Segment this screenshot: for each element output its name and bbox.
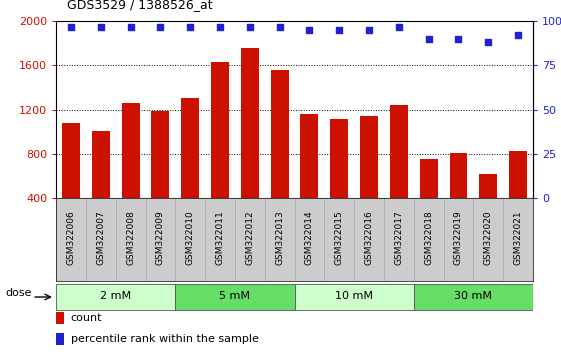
Text: 10 mM: 10 mM bbox=[335, 291, 373, 301]
Text: GSM322021: GSM322021 bbox=[513, 211, 522, 266]
Point bbox=[96, 24, 105, 29]
Bar bbox=[270, 70, 288, 242]
Text: GDS3529 / 1388526_at: GDS3529 / 1388526_at bbox=[67, 0, 213, 11]
Bar bbox=[241, 48, 259, 242]
Bar bbox=[122, 103, 140, 242]
Point bbox=[126, 24, 135, 29]
Text: 2 mM: 2 mM bbox=[100, 291, 131, 301]
Text: GSM322018: GSM322018 bbox=[424, 211, 433, 266]
Point bbox=[454, 36, 463, 42]
Bar bbox=[479, 174, 497, 242]
Text: GSM322008: GSM322008 bbox=[126, 211, 135, 266]
Text: GSM322009: GSM322009 bbox=[156, 211, 165, 266]
Text: GSM322017: GSM322017 bbox=[394, 211, 403, 266]
Text: GSM322014: GSM322014 bbox=[305, 211, 314, 266]
Point bbox=[67, 24, 76, 29]
Bar bbox=[56, 312, 64, 324]
Bar bbox=[92, 131, 110, 242]
Text: GSM322015: GSM322015 bbox=[335, 211, 344, 266]
Bar bbox=[211, 62, 229, 242]
Point bbox=[365, 27, 374, 33]
Text: GSM322010: GSM322010 bbox=[186, 211, 195, 266]
Bar bbox=[330, 119, 348, 242]
Point bbox=[335, 27, 344, 33]
Bar bbox=[62, 123, 80, 242]
Bar bbox=[360, 116, 378, 242]
Text: GSM322007: GSM322007 bbox=[96, 211, 105, 266]
Bar bbox=[420, 159, 438, 242]
Point bbox=[513, 33, 522, 38]
Text: GSM322012: GSM322012 bbox=[245, 211, 254, 266]
Bar bbox=[301, 114, 318, 242]
Bar bbox=[390, 105, 408, 242]
Bar bbox=[509, 151, 527, 242]
Point bbox=[305, 27, 314, 33]
FancyBboxPatch shape bbox=[175, 284, 295, 310]
Text: 5 mM: 5 mM bbox=[219, 291, 250, 301]
Text: 30 mM: 30 mM bbox=[454, 291, 493, 301]
Text: count: count bbox=[71, 313, 102, 323]
Text: GSM322011: GSM322011 bbox=[215, 211, 224, 266]
Point bbox=[186, 24, 195, 29]
Point bbox=[394, 24, 403, 29]
FancyBboxPatch shape bbox=[56, 284, 175, 310]
Point bbox=[275, 24, 284, 29]
Text: percentile rank within the sample: percentile rank within the sample bbox=[71, 335, 259, 344]
FancyBboxPatch shape bbox=[413, 284, 533, 310]
Point bbox=[424, 36, 433, 42]
Point bbox=[156, 24, 165, 29]
Bar bbox=[449, 153, 467, 242]
Bar bbox=[181, 98, 199, 242]
Text: GSM322013: GSM322013 bbox=[275, 211, 284, 266]
Bar bbox=[151, 112, 169, 242]
Text: GSM322016: GSM322016 bbox=[365, 211, 374, 266]
Point bbox=[215, 24, 224, 29]
Text: GSM322019: GSM322019 bbox=[454, 211, 463, 266]
Point bbox=[245, 24, 254, 29]
Point bbox=[484, 40, 493, 45]
FancyBboxPatch shape bbox=[295, 284, 413, 310]
Text: GSM322006: GSM322006 bbox=[67, 211, 76, 266]
Text: GSM322020: GSM322020 bbox=[484, 211, 493, 266]
Bar bbox=[56, 333, 64, 346]
Text: dose: dose bbox=[6, 289, 32, 298]
